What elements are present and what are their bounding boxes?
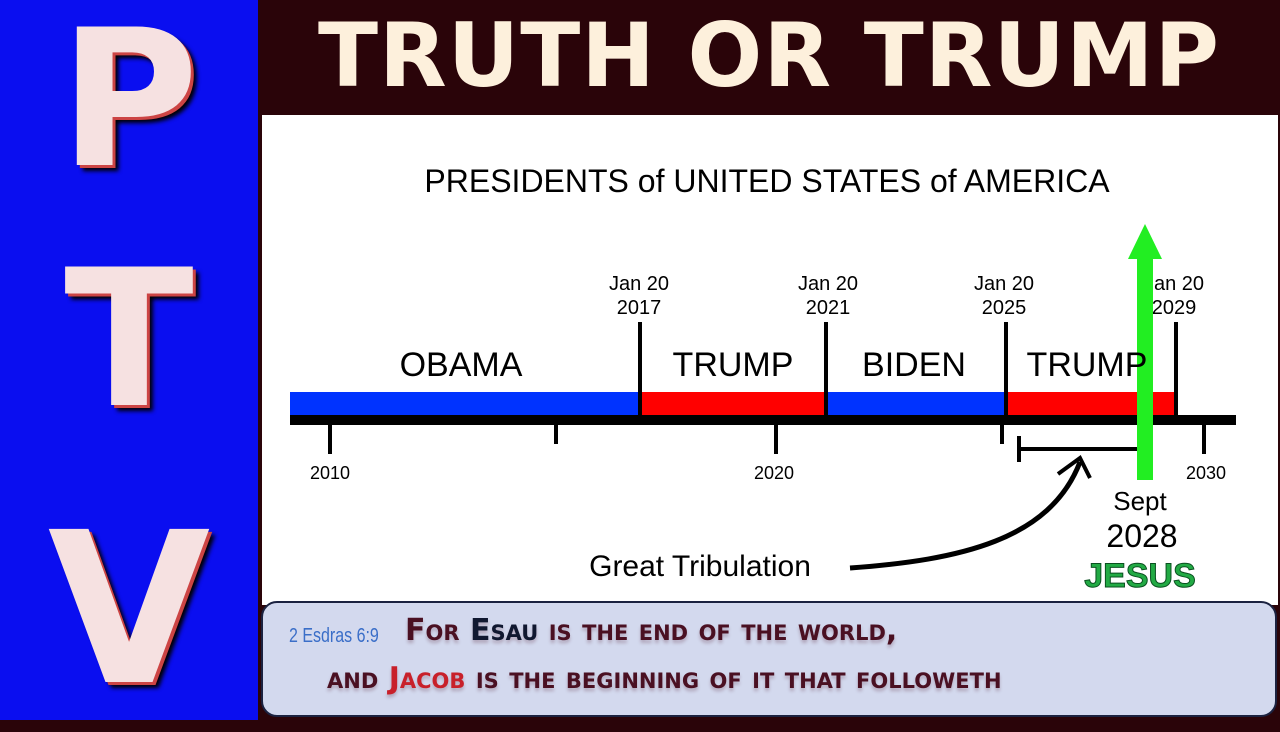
verse-reference: 2 Esdras 6:9	[289, 625, 379, 647]
logo-letter-t: T	[64, 229, 194, 450]
verse-text: is the beginning of it that followeth	[465, 661, 1002, 696]
tick-label: 2020	[754, 463, 794, 483]
date-label: Jan 20	[974, 273, 1034, 295]
curved-arrow-icon	[849, 461, 1083, 571]
tick-label: 2010	[310, 463, 350, 483]
term-bar-obama	[290, 392, 640, 416]
arrowhead-icon	[1056, 454, 1092, 479]
date-label: 2025	[982, 297, 1027, 319]
verse-name-esau: Esau	[469, 613, 539, 648]
date-label: 2021	[806, 297, 851, 319]
ptv-logo-panel: P T V	[0, 0, 258, 720]
verse-text: For	[405, 613, 470, 648]
logo-letter-v: V	[47, 487, 211, 732]
term-bar-trump-1	[640, 392, 826, 416]
second-coming-arrow-icon	[1128, 224, 1162, 480]
diagram-title: PRESIDENTS of UNITED STATES of AMERICA	[424, 163, 1110, 199]
jesus-label: JESUS	[1084, 557, 1196, 595]
date-label: 2017	[617, 297, 662, 319]
term-name: TRUMP	[1027, 346, 1148, 384]
inauguration-lines	[638, 322, 1178, 416]
page-title: TRUTH OR TRUMP	[317, 4, 1221, 107]
verse-text: is the end of the world,	[538, 613, 898, 648]
tick-label: 2030	[1186, 463, 1226, 483]
verse-line-2: and Jacob is the beginning of it that fo…	[327, 661, 1002, 696]
term-name: OBAMA	[400, 346, 523, 384]
date-label: Jan 20	[609, 273, 669, 295]
date-label: Jan 20	[1144, 273, 1204, 295]
verse-text: and	[327, 661, 389, 696]
logo-letter-p: P	[59, 0, 199, 210]
verse-line-1: For Esau is the end of the world,	[405, 613, 897, 648]
timeline-axis	[290, 415, 1236, 425]
term-name: BIDEN	[862, 346, 966, 384]
marker-month: Sept	[1113, 486, 1167, 516]
verse-name-jacob: Jacob	[388, 661, 466, 696]
header-bar: TRUTH OR TRUMP	[258, 0, 1280, 115]
term-bar-biden	[826, 392, 1006, 416]
timeline-diagram: PRESIDENTS of UNITED STATES of AMERICA 2…	[262, 115, 1278, 605]
verse-banner: 2 Esdras 6:9 For Esau is the end of the …	[261, 601, 1277, 717]
date-label: Jan 20	[798, 273, 858, 295]
marker-year: 2028	[1106, 518, 1177, 554]
axis-ticks	[328, 424, 1206, 454]
tribulation-label: Great Tribulation	[589, 550, 811, 583]
date-label: 2029	[1152, 297, 1197, 319]
tribulation-bracket	[1017, 436, 1138, 462]
term-name: TRUMP	[673, 346, 794, 384]
